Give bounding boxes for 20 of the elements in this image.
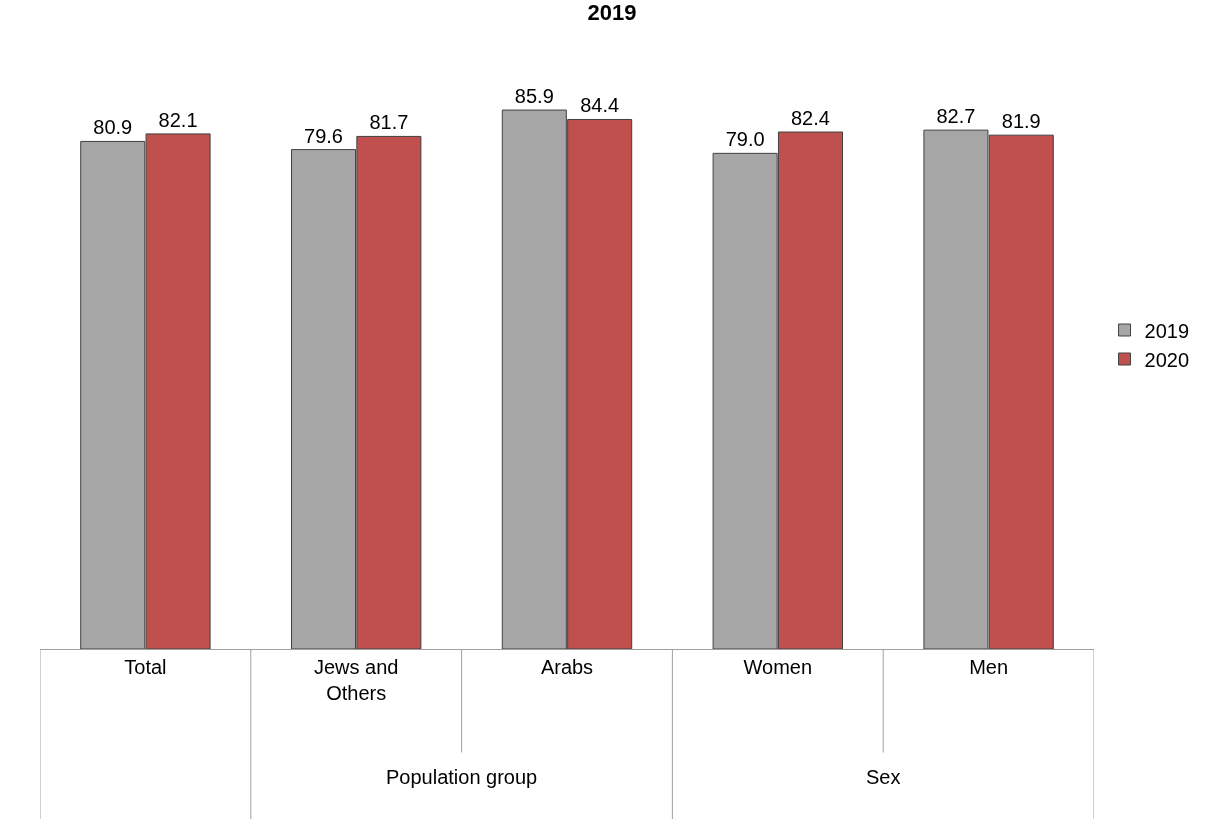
x-tick-label: Total (124, 656, 167, 678)
x-tick-label: Men (969, 656, 1009, 678)
text: Sex (866, 766, 901, 788)
data-label: 82.7 (936, 105, 976, 128)
x-tick-label: Women (743, 656, 813, 678)
data-label: 81.7 (369, 111, 409, 134)
x-tick-label: Arabs (540, 656, 594, 678)
chart-title: 2019 (587, 0, 637, 25)
data-label: 85.9 (514, 85, 554, 108)
x-tick-label: Jews and Others (313, 656, 399, 704)
legend-label: 2020 (1144, 348, 1190, 371)
data-label: 80.9 (93, 116, 133, 139)
text: Population group (386, 766, 538, 788)
data-label: 82.1 (158, 108, 198, 131)
data-label: 84.4 (580, 94, 620, 117)
data-label: 81.9 (1001, 110, 1041, 133)
data-label: 79.0 (725, 128, 765, 151)
data-label: 82.4 (791, 107, 830, 130)
legend-label: 2019 (1144, 319, 1190, 342)
data-label: 79.6 (304, 124, 343, 147)
